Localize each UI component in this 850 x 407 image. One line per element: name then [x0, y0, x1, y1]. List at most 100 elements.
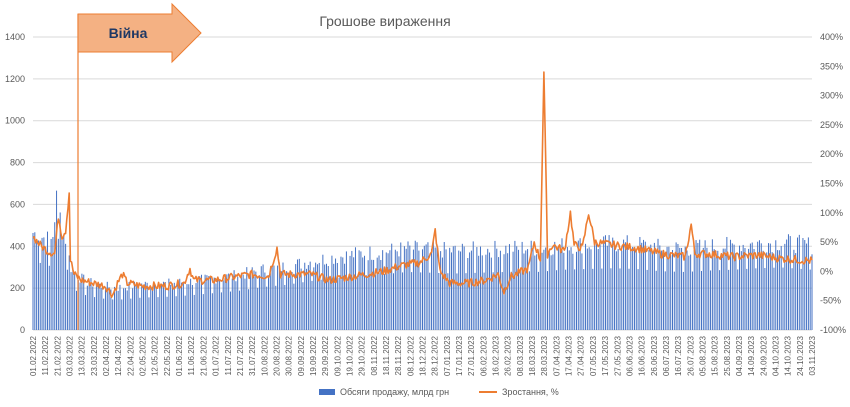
- bar: [706, 247, 708, 330]
- bar: [501, 272, 503, 330]
- bar: [731, 243, 733, 330]
- bar: [347, 276, 349, 330]
- bar: [800, 268, 802, 330]
- x-tick-label: 19.10.2022: [346, 335, 355, 376]
- bar: [240, 273, 242, 330]
- bar: [95, 285, 97, 330]
- growth-line: [32, 71, 813, 299]
- bar: [650, 244, 652, 330]
- bar: [325, 263, 327, 330]
- bar: [499, 250, 501, 330]
- bar: [72, 269, 74, 330]
- bar: [525, 250, 527, 330]
- bar: [371, 259, 373, 330]
- bar: [367, 260, 369, 330]
- bar: [130, 298, 132, 330]
- bar: [137, 287, 139, 330]
- x-tick-label: 27.04.2023: [577, 335, 586, 376]
- x-tick-label: 13.03.2022: [78, 335, 87, 376]
- x-tick-label: 01.02.2022: [29, 335, 38, 376]
- bar: [425, 244, 427, 330]
- bar: [556, 270, 558, 330]
- bar: [405, 248, 407, 330]
- bar: [244, 278, 246, 330]
- bar: [793, 249, 795, 330]
- bar: [710, 270, 712, 330]
- y-right-tick-label: -50%: [820, 296, 841, 306]
- bar: [56, 190, 58, 330]
- bar: [179, 278, 181, 330]
- x-tick-label: 18.11.2022: [382, 335, 391, 375]
- bar: [633, 247, 635, 330]
- bar: [539, 248, 541, 330]
- x-tick-label: 03.03.2022: [66, 335, 75, 376]
- bar: [380, 259, 382, 330]
- bar: [791, 268, 793, 330]
- bar: [155, 288, 157, 330]
- bar: [57, 238, 59, 330]
- bar: [440, 251, 442, 330]
- bar: [289, 271, 291, 330]
- bar: [690, 254, 692, 330]
- x-tick-label: 05.08.2023: [699, 335, 708, 376]
- bar: [65, 243, 67, 330]
- x-tick-label: 08.12.2022: [406, 335, 415, 376]
- bar: [231, 278, 233, 330]
- x-tick-label: 21.02.2022: [53, 335, 62, 376]
- bar: [215, 283, 217, 330]
- bar: [402, 272, 404, 330]
- bar: [748, 248, 750, 330]
- bar: [340, 256, 342, 330]
- x-tick-label: 24.09.2023: [759, 335, 768, 376]
- bar: [264, 272, 266, 330]
- bar: [123, 288, 125, 330]
- bar: [537, 271, 539, 330]
- bar: [269, 273, 271, 330]
- bar: [79, 282, 81, 330]
- x-tick-label: 31.07.2022: [248, 335, 257, 376]
- bar: [432, 241, 434, 330]
- bar: [744, 248, 746, 330]
- bar: [177, 283, 179, 330]
- bar: [702, 247, 704, 330]
- bar: [789, 236, 791, 330]
- y-right-tick-label: 200%: [820, 149, 843, 159]
- bar: [755, 268, 757, 330]
- bar: [670, 254, 672, 330]
- x-tick-label: 09.09.2022: [297, 335, 306, 376]
- bar: [407, 241, 409, 330]
- bar: [50, 238, 52, 330]
- bar: [86, 285, 88, 330]
- bar: [222, 280, 224, 330]
- bar: [354, 247, 356, 330]
- bar: [679, 247, 681, 330]
- bar: [389, 250, 391, 330]
- bar: [527, 249, 529, 330]
- bar: [787, 234, 789, 330]
- bar: [456, 273, 458, 330]
- bar: [327, 266, 329, 330]
- bar: [476, 247, 478, 330]
- bar: [418, 250, 420, 330]
- bar: [316, 264, 318, 330]
- x-tick-label: 22.04.2022: [126, 335, 135, 376]
- bar: [46, 231, 48, 330]
- bar: [557, 246, 559, 330]
- bar: [99, 283, 101, 330]
- bar: [672, 250, 674, 330]
- bar: [735, 253, 737, 330]
- x-tick-label: 30.08.2022: [285, 335, 294, 376]
- bar: [101, 287, 103, 330]
- bar: [333, 263, 335, 330]
- x-tick-label: 23.03.2022: [90, 335, 99, 376]
- bar: [112, 299, 114, 330]
- x-tick-label: 24.10.2023: [796, 335, 805, 376]
- bar: [396, 251, 398, 330]
- bar: [119, 284, 121, 330]
- bar: [103, 298, 105, 330]
- bar: [599, 241, 601, 330]
- bar: [193, 294, 195, 330]
- bar: [443, 242, 445, 330]
- bar: [708, 254, 710, 330]
- bar: [278, 262, 280, 330]
